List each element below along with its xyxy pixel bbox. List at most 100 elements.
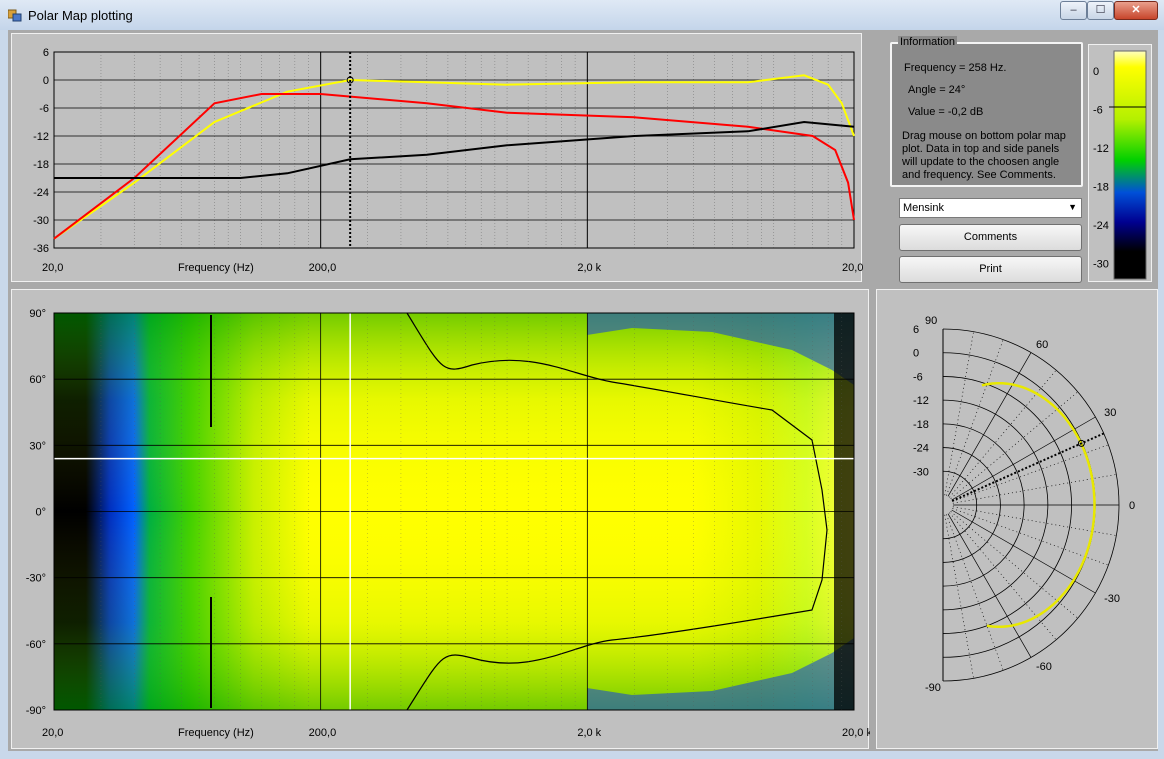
print-button[interactable]: Print — [899, 256, 1082, 283]
x-tick-label: 20,0 k — [842, 727, 870, 739]
information-legend: Information — [898, 36, 958, 48]
polar-response-curve — [981, 381, 1096, 629]
y-tick-label: -12 — [33, 131, 49, 143]
polar-db-label: -12 — [913, 395, 929, 407]
polar-db-label: -6 — [913, 371, 923, 383]
x-tick-label: 20,0 — [42, 262, 63, 274]
color-scale-tick: -6 — [1093, 105, 1103, 117]
app-icon — [8, 9, 22, 22]
color-gradient-bar — [1113, 50, 1147, 280]
polar-db-label: -18 — [913, 419, 929, 431]
frequency-response-chart[interactable]: 20,0 200,0 2,0 k 20,0 k Frequency (Hz) 6… — [12, 34, 878, 283]
polar-spoke — [949, 369, 1057, 498]
angle-tick-label: 60° — [29, 374, 46, 386]
x-tick-label: 20,0 — [42, 727, 63, 739]
angle-tick-label: 30° — [29, 440, 46, 452]
value-readout: Value = -0,2 dB — [908, 106, 984, 118]
polar-spoke — [944, 514, 974, 679]
x-tick-label: 2,0 k — [577, 727, 601, 739]
angle-tick-label: 90° — [29, 308, 46, 320]
color-scale-ticks: 0 -6 -12 -18 -24 -30 — [1093, 66, 1109, 271]
y-tick-label: -36 — [33, 243, 49, 255]
polar-angle-label: -30 — [1104, 593, 1120, 605]
x-tick-label: 200,0 — [309, 727, 337, 739]
response-curves — [53, 74, 855, 240]
angle-tick-label: -60° — [26, 639, 46, 651]
close-button[interactable]: ✕ — [1114, 1, 1158, 20]
maximize-button[interactable]: ☐ — [1087, 1, 1114, 20]
polar-spoke — [944, 331, 974, 496]
left-y-ticks: 6 0 -6 -12 -18 -24 -30 -36 — [33, 47, 49, 255]
angle-readout: Angle = 24° — [908, 84, 966, 96]
polar-angle-label: 90 — [925, 315, 937, 327]
polar-db-label: -30 — [913, 466, 929, 478]
polar-plot-panel[interactable]: 90 60 30 0 -30 -60 -90 6 0 -6 -12 -18 -24 -30 — [876, 289, 1158, 749]
polar-spoke — [950, 511, 1079, 619]
angle-tick-label: 0° — [35, 507, 46, 519]
y-tick-label: 0 — [43, 75, 49, 87]
x-axis-label: Frequency (Hz) — [178, 262, 254, 274]
polar-db-label: 6 — [913, 324, 919, 336]
polar-spoke — [946, 514, 1004, 671]
y-tick-label: 6 — [43, 47, 49, 59]
polar-map-chart[interactable]: 20,0 200,0 2,0 k 20,0 k Frequency (Hz) 9… — [12, 290, 873, 750]
response-series-line — [54, 120, 855, 179]
color-scale-tick: -18 — [1093, 182, 1109, 194]
title-bar[interactable]: Polar Map plotting – ☐ ✕ — [0, 0, 1164, 30]
polar-angle-label: -90 — [925, 682, 941, 694]
polar-angle-label: 30 — [1104, 407, 1116, 419]
polar-angle-label: -60 — [1036, 661, 1052, 673]
polar-db-label: -24 — [913, 443, 929, 455]
polar-spoke — [947, 513, 1032, 658]
y-tick-label: -24 — [33, 187, 49, 199]
polar-spoke — [947, 352, 1032, 497]
polar-db-label: 0 — [913, 348, 919, 360]
polar-spoke — [951, 509, 1096, 594]
hf-beaming-bottom — [587, 638, 854, 710]
driver-select[interactable]: Mensink ▼ — [899, 198, 1082, 218]
cursor-marker[interactable] — [1077, 439, 1085, 447]
plot-area[interactable] — [53, 51, 855, 249]
polar-spoke — [949, 512, 1057, 641]
angle-ticks: 90° 60° 30° 0° -30° -60° -90° — [26, 308, 46, 717]
window-title: Polar Map plotting — [28, 8, 133, 23]
polar-angle-label: 0 — [1129, 500, 1135, 512]
information-group: Information Frequency = 258 Hz. Angle = … — [890, 36, 1083, 187]
minimize-button[interactable]: – — [1060, 1, 1087, 20]
x-tick-label: 20,0 k — [842, 262, 863, 274]
contour-line — [406, 312, 828, 711]
polar-grid — [942, 328, 1120, 682]
x-tick-label: 200,0 — [309, 262, 337, 274]
instruction-text: Drag mouse on bottom polar map plot. Dat… — [902, 130, 1066, 181]
frequency-readout: Frequency = 258 Hz. — [904, 62, 1007, 74]
frequency-response-panel[interactable]: 20,0 200,0 2,0 k 20,0 k Frequency (Hz) 6… — [11, 33, 878, 283]
chevron-down-icon[interactable]: ▼ — [1068, 202, 1077, 212]
color-scale-panel: 0 -6 -12 -18 -24 -30 — [1088, 44, 1152, 282]
y-tick-label: -6 — [39, 103, 49, 115]
hf-beaming-top — [587, 313, 854, 385]
color-scale-tick: -24 — [1093, 220, 1109, 232]
x-tick-label: 2,0 k — [577, 262, 601, 274]
angle-tick-label: -90° — [26, 705, 46, 717]
cursor-marker[interactable] — [346, 76, 354, 84]
color-scale-tick: 0 — [1093, 66, 1099, 78]
polar-map-panel[interactable]: 20,0 200,0 2,0 k 20,0 k Frequency (Hz) 9… — [11, 289, 873, 750]
response-series-line — [53, 93, 855, 240]
color-scale-tick: -30 — [1093, 259, 1109, 271]
polar-spoke — [950, 391, 1079, 499]
angle-tick-label: -30° — [26, 573, 46, 585]
color-scale-tick: -12 — [1093, 143, 1109, 155]
polar-angle-label: 60 — [1036, 339, 1048, 351]
driver-select-value: Mensink — [903, 202, 944, 214]
x-axis-label: Frequency (Hz) — [178, 727, 254, 739]
comments-button[interactable]: Comments — [899, 224, 1082, 251]
polar-spoke — [951, 416, 1096, 501]
response-series-line — [53, 74, 855, 240]
y-tick-label: -30 — [33, 215, 49, 227]
y-tick-label: -18 — [33, 159, 49, 171]
polar-spoke — [946, 339, 1004, 496]
map-frame — [53, 312, 855, 711]
